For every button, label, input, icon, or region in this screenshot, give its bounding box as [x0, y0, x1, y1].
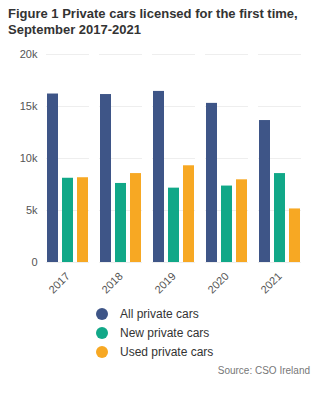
svg-text:2021: 2021 [258, 270, 284, 296]
svg-text:10k: 10k [20, 152, 38, 164]
svg-text:2020: 2020 [205, 270, 231, 296]
svg-text:2017: 2017 [46, 270, 72, 296]
html-text:New private cars: New private cars [120, 325, 210, 340]
html-text:Source: CSO Ireland: Source: CSO Ireland [217, 365, 310, 376]
svg-text:5k: 5k [26, 204, 38, 216]
svg-text:2019: 2019 [152, 270, 178, 296]
svg-text:0: 0 [31, 256, 37, 268]
svg-text:15k: 15k [20, 100, 38, 112]
svg-text:2018: 2018 [99, 270, 125, 296]
svg-text:20k: 20k [20, 48, 38, 60]
html-text:Figure 1 Private cars licensed: Figure 1 Private cars licensed for the f… [8, 6, 298, 37]
html-text:Used private cars: Used private cars [120, 344, 214, 359]
html-text:All private cars: All private cars [120, 306, 199, 321]
